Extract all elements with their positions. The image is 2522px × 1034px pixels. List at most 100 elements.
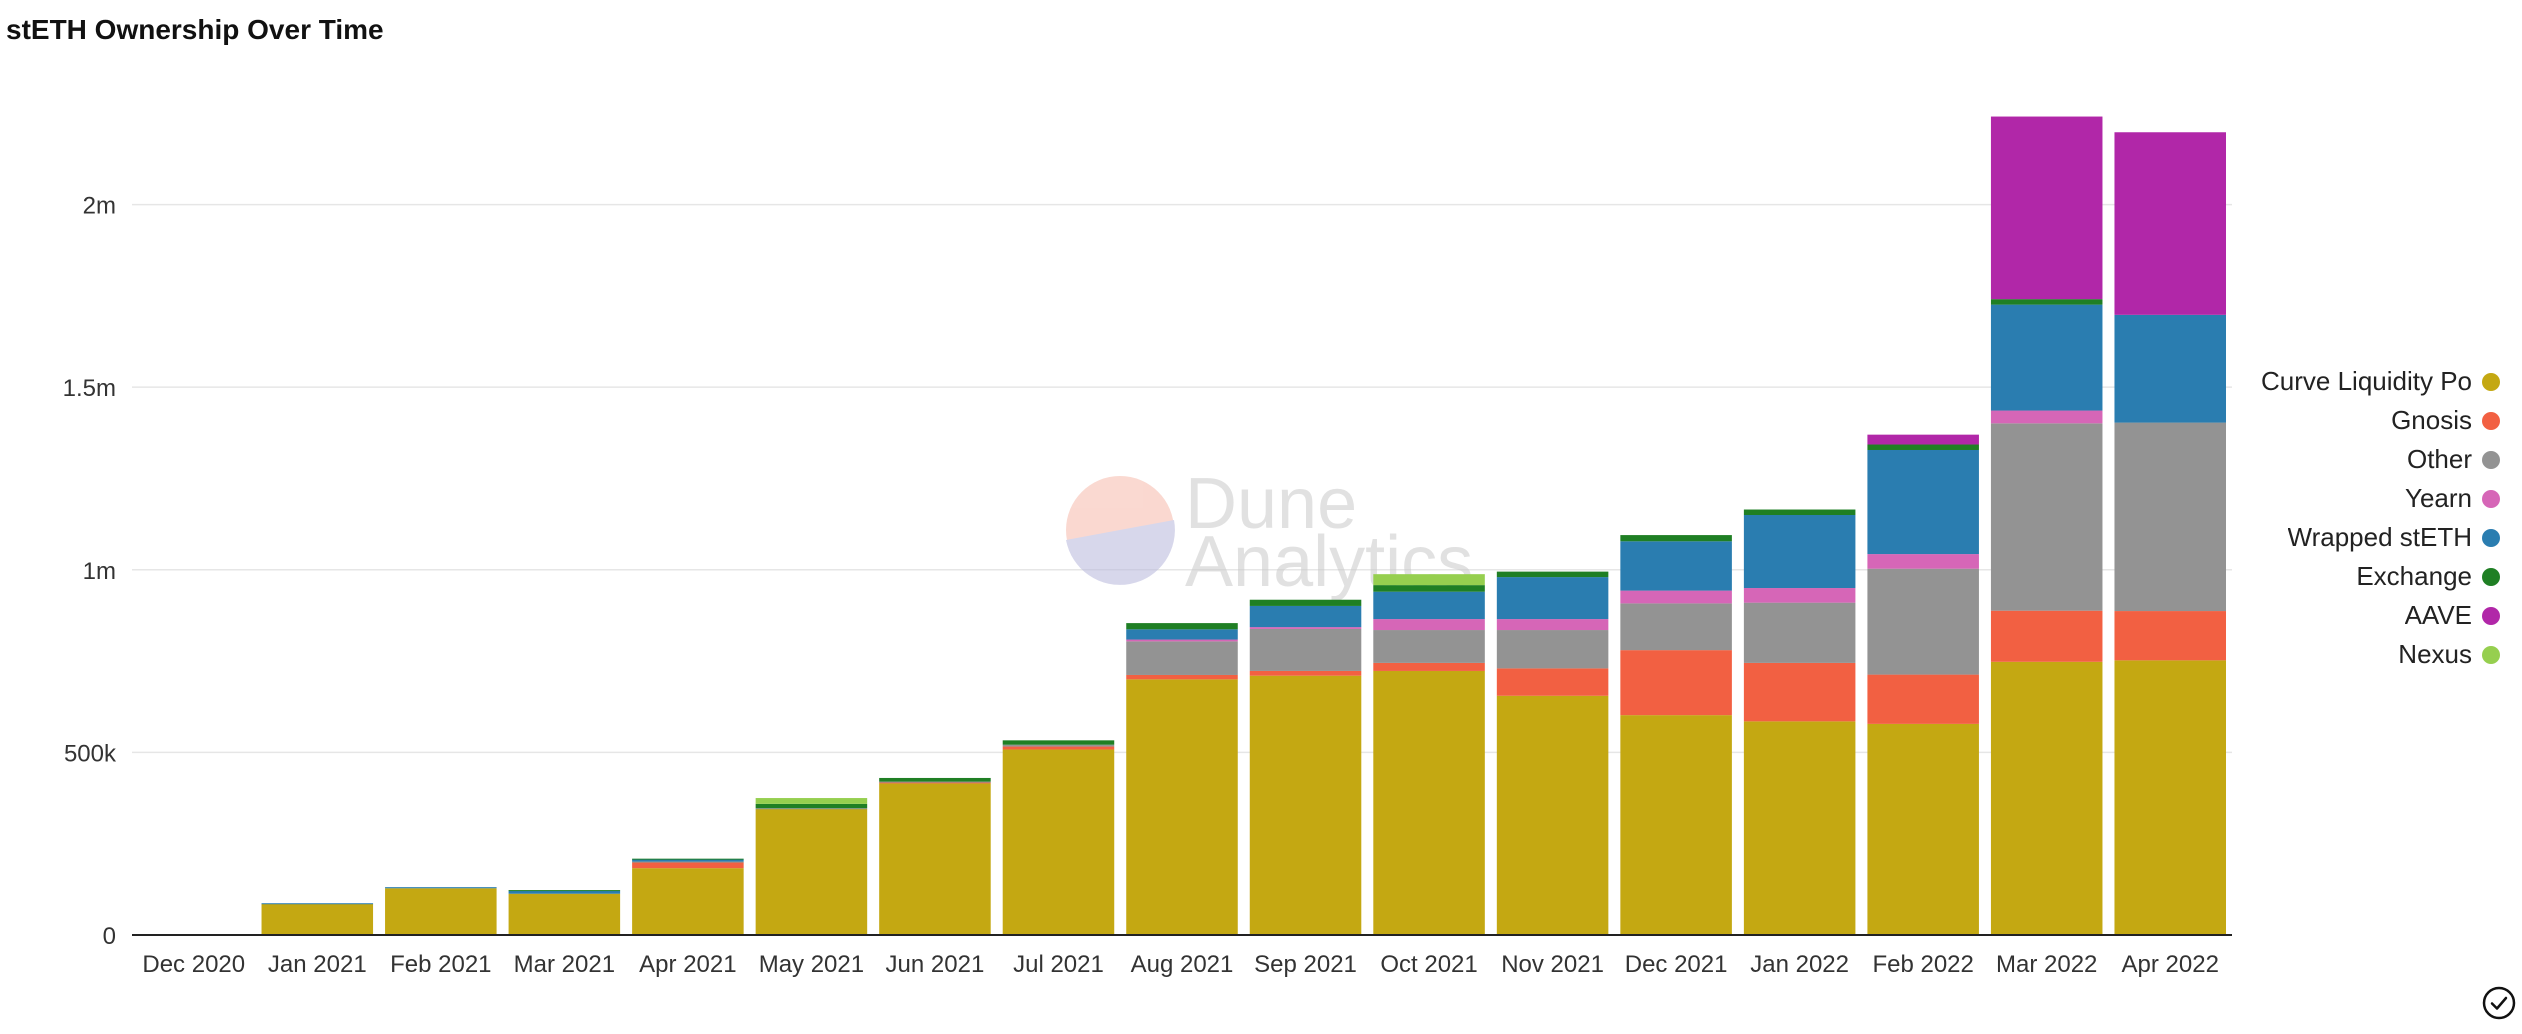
bar-segment[interactable] [1990, 116, 2103, 300]
bar-segment[interactable] [1496, 577, 1609, 620]
bar-segment[interactable] [1002, 740, 1115, 745]
legend-item[interactable]: Curve Liquidity Po [2200, 362, 2500, 401]
bar-segment[interactable] [1373, 630, 1485, 663]
bar-segment[interactable] [1002, 749, 1115, 935]
bar-stack[interactable] [755, 798, 868, 935]
bar-segment[interactable] [508, 890, 621, 892]
checkmark-circle-icon[interactable] [2482, 986, 2516, 1020]
bar-segment[interactable] [2114, 422, 2226, 612]
bar-stack[interactable] [261, 903, 374, 935]
bar-segment[interactable] [2114, 132, 2226, 315]
bar-stack[interactable] [879, 777, 991, 935]
bar-segment[interactable] [1249, 627, 1362, 629]
legend-item[interactable]: Wrapped stETH [2200, 518, 2500, 557]
bar-segment[interactable] [879, 783, 991, 935]
bar-segment[interactable] [755, 798, 868, 804]
bar-segment[interactable] [385, 888, 497, 935]
bar-segment[interactable] [1496, 619, 1609, 631]
bar-stack[interactable] [508, 890, 621, 935]
bar-segment[interactable] [1743, 721, 1856, 935]
bar-segment[interactable] [1620, 590, 1732, 604]
bar-segment[interactable] [1867, 554, 1979, 569]
bar-segment[interactable] [755, 809, 868, 935]
bar-segment[interactable] [1249, 675, 1362, 935]
bar-segment[interactable] [385, 887, 497, 889]
bar-segment[interactable] [632, 858, 744, 860]
bar-segment[interactable] [1126, 639, 1238, 642]
bar-segment[interactable] [1373, 670, 1485, 935]
bar-segment[interactable] [1002, 746, 1115, 750]
bar-segment[interactable] [632, 859, 744, 862]
bar-stack[interactable] [1249, 599, 1362, 935]
bar-segment[interactable] [1867, 444, 1979, 450]
bar-segment[interactable] [1249, 605, 1362, 628]
bar-segment[interactable] [1620, 715, 1732, 935]
bar-segment[interactable] [879, 777, 991, 782]
bar-stack[interactable] [2114, 132, 2226, 935]
bar-segment[interactable] [1496, 668, 1609, 696]
bar-segment[interactable] [1867, 674, 1979, 724]
bar-segment[interactable] [1990, 410, 2103, 424]
bar-segment[interactable] [632, 868, 744, 935]
bar-segment[interactable] [1743, 662, 1856, 722]
bar-segment[interactable] [755, 803, 868, 809]
bar-stack[interactable] [632, 858, 744, 935]
bar-segment[interactable] [1620, 535, 1732, 542]
bar-segment[interactable] [1867, 449, 1979, 555]
bar-segment[interactable] [508, 893, 621, 935]
bar-segment[interactable] [1126, 641, 1238, 675]
bar-segment[interactable] [1126, 629, 1238, 640]
bar-segment[interactable] [1373, 619, 1485, 631]
bar-segment[interactable] [508, 890, 621, 894]
bar-segment[interactable] [1249, 599, 1362, 606]
bar-segment[interactable] [1990, 661, 2103, 935]
bar-segment[interactable] [1743, 515, 1856, 589]
bar-segment[interactable] [755, 808, 868, 810]
legend-item[interactable]: Exchange [2200, 557, 2500, 596]
bar-stack[interactable] [1867, 434, 1979, 935]
bar-segment[interactable] [1373, 585, 1485, 592]
bar-stack[interactable] [1496, 571, 1609, 935]
bar-segment[interactable] [261, 903, 374, 905]
bar-segment[interactable] [2114, 660, 2226, 935]
bar-segment[interactable] [1496, 571, 1609, 578]
bar-stack[interactable] [1373, 574, 1485, 935]
bar-segment[interactable] [1620, 650, 1732, 716]
bar-segment[interactable] [1373, 574, 1485, 586]
bar-segment[interactable] [1990, 423, 2103, 611]
bar-segment[interactable] [1002, 744, 1115, 747]
bar-segment[interactable] [1990, 299, 2103, 305]
bar-segment[interactable] [632, 861, 744, 863]
bar-segment[interactable] [1496, 695, 1609, 935]
legend-item[interactable]: Other [2200, 440, 2500, 479]
bar-segment[interactable] [1867, 434, 1979, 445]
bar-stack[interactable] [1990, 116, 2103, 935]
bar-segment[interactable] [1867, 723, 1979, 935]
bar-segment[interactable] [879, 782, 991, 784]
bar-segment[interactable] [261, 903, 374, 935]
bar-segment[interactable] [2114, 314, 2226, 423]
bar-stack[interactable] [385, 887, 497, 935]
bar-segment[interactable] [1496, 630, 1609, 669]
legend-item[interactable]: AAVE [2200, 596, 2500, 635]
bar-stack[interactable] [1743, 509, 1856, 935]
legend-item[interactable]: Nexus [2200, 635, 2500, 674]
bar-stack[interactable] [1126, 623, 1238, 935]
bar-segment[interactable] [1867, 568, 1979, 675]
bar-segment[interactable] [1620, 541, 1732, 591]
bar-segment[interactable] [1126, 674, 1238, 680]
bar-segment[interactable] [1373, 662, 1485, 671]
bar-segment[interactable] [1620, 603, 1732, 651]
bar-segment[interactable] [879, 781, 991, 783]
bar-segment[interactable] [2114, 611, 2226, 661]
bar-segment[interactable] [1373, 591, 1485, 620]
bar-segment[interactable] [1990, 610, 2103, 662]
bar-segment[interactable] [1743, 602, 1856, 663]
bar-segment[interactable] [1126, 623, 1238, 630]
bar-segment[interactable] [1249, 628, 1362, 671]
legend-item[interactable]: Gnosis [2200, 401, 2500, 440]
bar-stack[interactable] [1002, 740, 1115, 935]
bar-stack[interactable] [1620, 535, 1732, 935]
bar-segment[interactable] [1743, 509, 1856, 515]
bar-segment[interactable] [632, 862, 744, 869]
